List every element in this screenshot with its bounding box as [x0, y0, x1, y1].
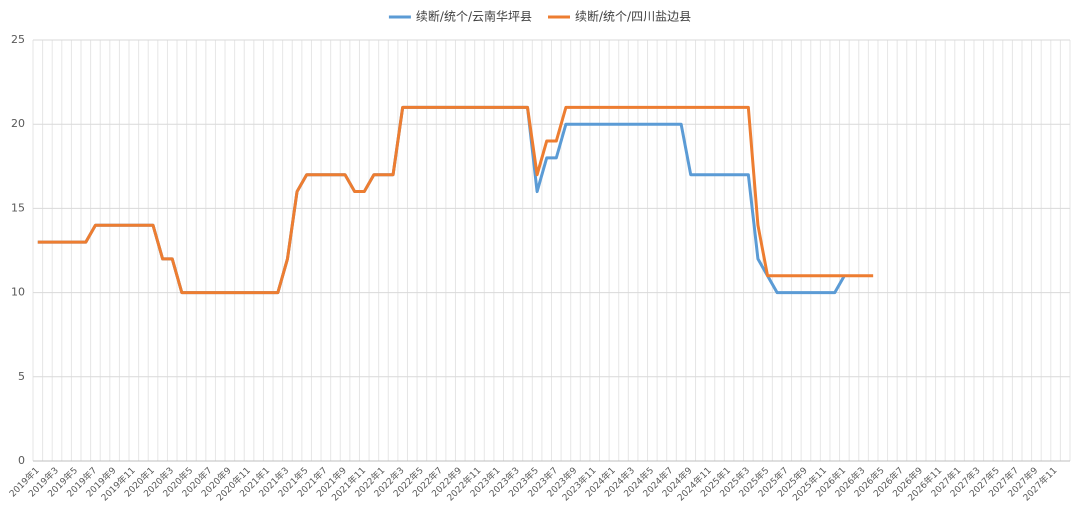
- legend: 续断/统个/云南华坪县 续断/统个/四川盐边县: [388, 9, 691, 24]
- legend-label: 续断/统个/四川盐边县: [575, 9, 691, 24]
- y-tick-label: 0: [18, 454, 25, 467]
- y-tick-label: 5: [18, 370, 25, 383]
- y-tick-label: 15: [11, 201, 25, 214]
- series-line: [37, 105, 874, 295]
- y-tick-label: 25: [11, 33, 25, 46]
- legend-label: 续断/统个/云南华坪县: [416, 9, 532, 24]
- y-tick-label: 10: [11, 286, 25, 299]
- y-tick-label: 20: [11, 117, 25, 130]
